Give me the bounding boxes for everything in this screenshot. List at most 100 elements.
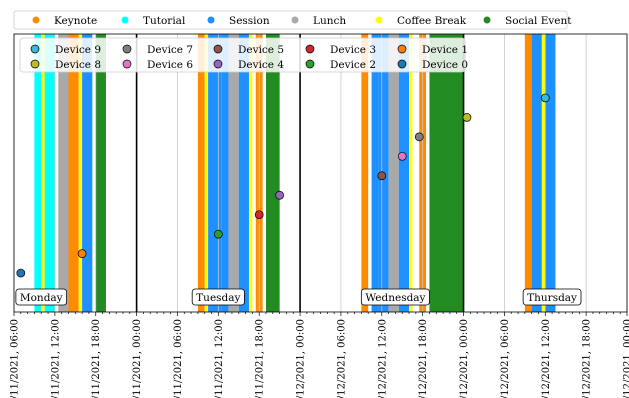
x-tick-label-3: 30/11/2021, 00:00	[132, 319, 143, 398]
x-tick-label-2: 29/11/2021, 18:00	[91, 319, 102, 398]
event-band-coffee-break-27	[541, 34, 546, 312]
day-label-wednesday: Wednesday	[360, 288, 430, 306]
x-tick-label-14: 02/12/2021, 18:00	[582, 319, 593, 398]
day-label-text-wednesday: Wednesday	[365, 292, 425, 304]
event-band-keynote-17	[361, 34, 369, 312]
legend-item-device-3: Device 3	[305, 44, 376, 56]
legend-marker-device-4	[213, 59, 223, 69]
legend-marker-device-9	[30, 44, 40, 54]
legend-item-device-7: Device 7	[122, 44, 193, 56]
x-axis-ticks	[13, 312, 628, 316]
legend-item-device-5: Device 5	[213, 44, 284, 56]
legend-item-device-6: Device 6	[122, 59, 193, 71]
event-band-keynote-4	[68, 34, 79, 312]
event-band-lunch-12	[228, 34, 239, 312]
day-label-box-thursday	[522, 288, 582, 306]
legend-item-tutorial: Tutorial	[121, 15, 186, 27]
day-label-box-wednesday	[360, 288, 430, 306]
legend-item-device-1: Device 1	[397, 44, 468, 56]
legend-item-session: Session	[207, 15, 270, 27]
event-band-social-event-16	[266, 34, 280, 312]
legend-marker-device-6	[122, 59, 132, 69]
point-device-7	[414, 132, 424, 142]
legend-label-coffee-break: Coffee Break	[397, 15, 467, 27]
event-type-legend: Keynote Tutorial Session Lunch Coffee Break S…	[13, 10, 572, 30]
legend-marker-device-1	[397, 44, 407, 54]
point-device-8	[462, 113, 472, 122]
legend-marker-device-3	[305, 44, 315, 54]
point-device-4	[275, 190, 284, 200]
point-device-5	[377, 171, 387, 181]
legend-marker-device-7	[122, 44, 132, 54]
event-band-session-26	[531, 34, 542, 312]
x-tick-label-15: 03/12/2021, 00:00	[623, 319, 629, 398]
legend-label-device-1: Device 1	[422, 44, 468, 56]
legend-marker-coffee-break	[375, 16, 383, 24]
point-device-6	[397, 151, 407, 161]
day-label-text-tuesday: Tuesday	[196, 292, 240, 304]
legend-label-lunch: Lunch	[313, 15, 346, 27]
day-label-tuesday: Tuesday	[191, 288, 245, 306]
legend-label-session: Session	[229, 15, 270, 27]
legend-label-tutorial: Tutorial	[143, 15, 186, 27]
event-band-session-21	[398, 34, 410, 312]
x-tick-label-10: 01/12/2021, 18:00	[418, 319, 429, 398]
day-label-box-monday	[15, 288, 68, 306]
event-band-lunch-20	[388, 34, 399, 312]
legend-label-device-2: Device 2	[330, 59, 376, 71]
midnight-lines	[135, 34, 465, 312]
point-device-3	[254, 210, 264, 220]
legend-item-social-event: Social Event	[483, 15, 572, 27]
day-label-monday: Monday	[15, 288, 68, 306]
event-band-social-event-24	[429, 34, 464, 312]
event-legend-frame	[13, 10, 568, 30]
event-bands	[34, 34, 556, 312]
legend-marker-device-0	[397, 59, 407, 69]
event-band-tutorial-0	[34, 34, 42, 312]
point-device-0	[16, 268, 26, 278]
x-tick-label-8: 01/12/2021, 06:00	[336, 319, 347, 398]
event-band-session-28	[545, 34, 556, 312]
legend-marker-tutorial	[121, 16, 129, 24]
day-label-thursday: Thursday	[522, 288, 582, 306]
legend-item-device-0: Device 0	[397, 59, 468, 71]
legend-label-device-0: Device 0	[422, 59, 468, 71]
x-tick-label-9: 01/12/2021, 12:00	[377, 319, 388, 398]
legend-marker-device-2	[305, 59, 315, 69]
event-band-lunch-3	[58, 34, 69, 312]
day-labels: Monday Tuesday Wednesday Thursday	[15, 288, 582, 306]
legend-label-device-8: Device 8	[55, 59, 101, 71]
x-tick-label-12: 02/12/2021, 06:00	[500, 319, 511, 398]
legend-item-device-9: Device 9	[30, 44, 101, 56]
legend-marker-device-8	[30, 59, 40, 69]
legend-label-device-3: Device 3	[330, 44, 376, 56]
x-tick-label-6: 30/11/2021, 18:00	[255, 319, 266, 398]
day-label-text-monday: Monday	[20, 292, 63, 304]
legend-label-device-6: Device 6	[147, 59, 193, 71]
event-band-social-event-7	[95, 34, 106, 312]
point-device-1	[77, 249, 87, 258]
x-tick-label-4: 30/11/2021, 06:00	[173, 319, 184, 398]
legend-marker-device-5	[213, 44, 223, 54]
legend-label-device-7: Device 7	[147, 44, 193, 56]
x-tick-label-7: 01/12/2021, 00:00	[296, 319, 307, 398]
x-tick-label-11: 02/12/2021, 00:00	[459, 319, 470, 398]
legend-label-device-4: Device 4	[238, 59, 284, 71]
legend-item-lunch: Lunch	[291, 15, 346, 27]
point-device-2	[213, 229, 223, 239]
event-band-session-10	[208, 34, 222, 312]
legend-label-device-5: Device 5	[238, 44, 284, 56]
x-axis-tick-labels: 29/11/2021, 06:00 29/11/2021, 12:00 29/11/…	[10, 319, 629, 398]
legend-item-coffee-break: Coffee Break	[375, 15, 467, 27]
x-tick-label-0: 29/11/2021, 06:00	[10, 319, 21, 398]
legend-marker-keynote	[32, 16, 40, 24]
legend-item-device-4: Device 4	[213, 59, 284, 71]
event-band-tutorial-2	[44, 34, 55, 312]
point-device-9	[540, 93, 550, 103]
event-band-session-18	[371, 34, 379, 312]
day-label-text-thursday: Thursday	[527, 292, 577, 304]
legend-marker-session	[207, 16, 215, 24]
event-band-session-13	[238, 34, 249, 312]
legend-item-keynote: Keynote	[32, 15, 97, 27]
